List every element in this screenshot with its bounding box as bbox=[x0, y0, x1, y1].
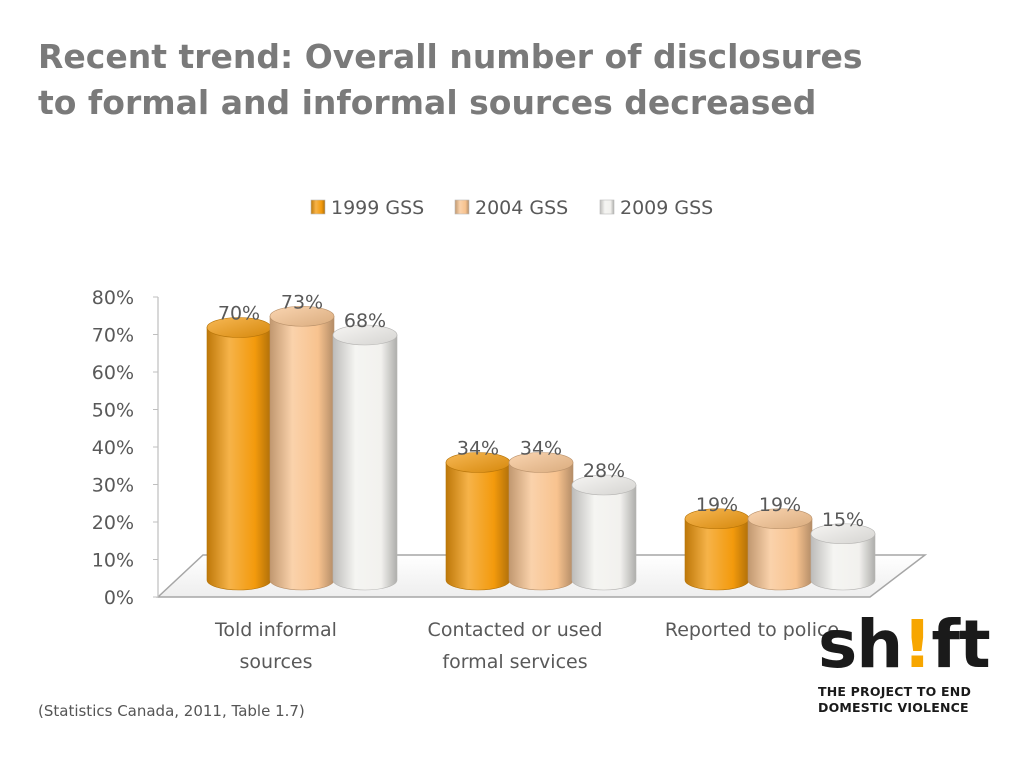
y-tick-label: 0% bbox=[104, 587, 134, 609]
title-line-2: to formal and informal sources decreased bbox=[38, 83, 817, 122]
bar bbox=[571, 474, 637, 591]
bar bbox=[684, 508, 750, 591]
data-label: 15% bbox=[822, 509, 864, 531]
data-label: 19% bbox=[696, 494, 738, 516]
y-tick-label: 20% bbox=[92, 512, 134, 534]
data-label: 70% bbox=[218, 303, 260, 325]
data-label: 19% bbox=[759, 494, 801, 516]
logo-word-start: sh bbox=[818, 606, 903, 683]
x-category-label: Contacted or used bbox=[428, 619, 603, 641]
data-label: 73% bbox=[281, 291, 323, 313]
legend-label: 2004 GSS bbox=[475, 197, 568, 219]
bar bbox=[810, 523, 876, 591]
shift-logo: sh!ft THE PROJECT TO END DOMESTIC VIOLEN… bbox=[818, 612, 998, 716]
x-category-label: Told informal bbox=[214, 619, 337, 641]
bar bbox=[332, 324, 398, 591]
x-axis: Told informal sources Contacted or used for… bbox=[214, 619, 839, 673]
x-category-label: Reported to police bbox=[665, 619, 839, 641]
page-title: Recent trend: Overall number of disclosu… bbox=[38, 34, 998, 126]
y-axis: 0% 10% 20% 30% 40% 50% 60% 70% 80% bbox=[92, 287, 159, 609]
chart-bars: 70% 73% 68% 34% 34% 28% 19% 19% 15% bbox=[206, 291, 876, 591]
bar bbox=[747, 508, 813, 591]
legend-label: 1999 GSS bbox=[331, 197, 424, 219]
y-tick-label: 10% bbox=[92, 550, 134, 572]
logo-tagline-line-2: DOMESTIC VIOLENCE bbox=[818, 700, 969, 715]
title-line-1: Recent trend: Overall number of disclosu… bbox=[38, 37, 863, 76]
logo-exclamation-mark: ! bbox=[902, 606, 932, 683]
legend-swatch bbox=[599, 199, 615, 215]
legend-label: 2009 GSS bbox=[620, 197, 713, 219]
bar bbox=[269, 305, 335, 591]
y-tick-label: 50% bbox=[92, 400, 134, 422]
data-label: 68% bbox=[344, 310, 386, 332]
bar bbox=[445, 452, 511, 591]
y-tick-label: 60% bbox=[92, 362, 134, 384]
legend-swatch bbox=[310, 199, 326, 215]
data-label: 28% bbox=[583, 460, 625, 482]
logo-word-end: ft bbox=[931, 606, 990, 683]
bar bbox=[206, 317, 272, 591]
y-tick-label: 30% bbox=[92, 475, 134, 497]
bar bbox=[508, 452, 574, 591]
y-tick-label: 80% bbox=[92, 287, 134, 309]
legend-swatch bbox=[454, 199, 470, 215]
logo-wordmark: sh!ft bbox=[818, 612, 998, 678]
y-tick-label: 70% bbox=[92, 325, 134, 347]
data-label: 34% bbox=[520, 438, 562, 460]
logo-tagline-line-1: THE PROJECT TO END bbox=[818, 684, 972, 699]
x-category-label: sources bbox=[240, 651, 313, 673]
x-category-label: formal services bbox=[442, 651, 587, 673]
source-caption: (Statistics Canada, 2011, Table 1.7) bbox=[38, 702, 305, 720]
logo-tagline: THE PROJECT TO END DOMESTIC VIOLENCE bbox=[818, 684, 998, 716]
bar-chart: 1999 GSS 2004 GSS 2009 GSS 0% 10% 20% 30% 40% 5… bbox=[92, 197, 928, 673]
chart-legend: 1999 GSS 2004 GSS 2009 GSS bbox=[310, 197, 713, 219]
data-label: 34% bbox=[457, 438, 499, 460]
y-tick-label: 40% bbox=[92, 437, 134, 459]
